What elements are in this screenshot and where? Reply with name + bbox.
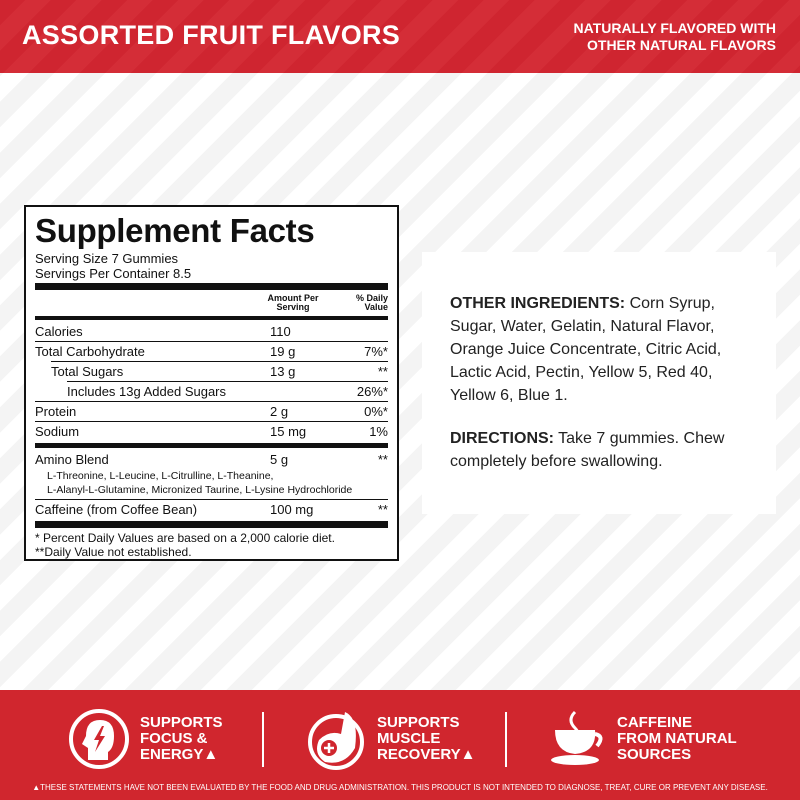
row-name: Protein (35, 404, 77, 419)
info-panel: OTHER INGREDIENTS: Corn Syrup, Sugar, Wa… (422, 252, 776, 514)
directions: DIRECTIONS: Take 7 gummies. Chew complet… (450, 427, 748, 473)
supplement-facts-panel: Supplement Facts Serving Size 7 Gummies … (24, 205, 399, 561)
dv-header: % Daily Value (355, 293, 388, 312)
directions-text: Take 7 gummies. Chew completely before s… (450, 430, 725, 470)
header-banner: ASSORTED FRUIT FLAVORS NATURALLY FLAVORE… (0, 0, 800, 73)
row-amount: 5 g (270, 452, 289, 467)
amount-header: Amount Per Serving (267, 293, 319, 312)
row-name: Calories (35, 324, 83, 339)
row-amount: 15 mg (270, 424, 307, 439)
fda-disclaimer: ▲THESE STATEMENTS HAVE NOT BEEN EVALUATE… (32, 783, 768, 792)
table-row: Total Carbohydrate 19 g 7%* (35, 341, 388, 361)
row-dv: 7%* (364, 344, 388, 359)
row-amount: 100 mg (270, 502, 314, 517)
table-row: Amino Blend 5 g ** (35, 450, 388, 469)
row-name: Total Sugars (51, 364, 124, 379)
row-amount: 19 g (270, 344, 296, 359)
row-dv: ** (377, 502, 388, 517)
other-ingredients: OTHER INGREDIENTS: Corn Syrup, Sugar, Wa… (450, 292, 748, 407)
row-dv (348, 322, 388, 341)
divider (35, 521, 388, 528)
divider (35, 443, 388, 448)
feature-text: Caffeine from Natural Sources (617, 714, 737, 763)
natural-line-2: OTHER NATURAL FLAVORS (587, 37, 776, 53)
natural-line-1: NATURALLY FLAVORED WITH (573, 20, 776, 36)
row-amount: 13 g (270, 364, 296, 379)
natural-flavor-note: NATURALLY FLAVORED WITH OTHER NATURAL FL… (574, 20, 776, 54)
row-amount: 110 (270, 324, 291, 339)
row-name: Amino Blend (35, 452, 109, 467)
row-name: Total Carbohydrate (35, 344, 145, 359)
table-row: Total Sugars 13 g ** (51, 361, 388, 381)
row-dv: ** (377, 364, 388, 379)
feature-focus-energy: Supports Focus & Energy▲ (68, 708, 223, 770)
supplement-facts-title: Supplement Facts (35, 212, 315, 249)
separator (262, 712, 264, 767)
feature-text: Supports Muscle Recovery▲ (377, 714, 476, 763)
row-name: Caffeine (from Coffee Bean) (35, 502, 198, 517)
row-dv: ** (377, 452, 388, 467)
ingredients-label: OTHER INGREDIENTS: (450, 295, 626, 312)
divider (35, 316, 388, 320)
row-dv: 26%* (356, 384, 388, 399)
row-amount: 2 g (270, 404, 289, 419)
divider (35, 283, 388, 290)
muscle-arm-icon (308, 712, 364, 770)
table-row: Sodium 15 mg 1% (35, 421, 388, 441)
table-row: Includes 13g Added Sugars 26%* (67, 381, 388, 401)
table-row: Calories 110 (35, 322, 388, 341)
feature-text: Supports Focus & Energy▲ (140, 714, 223, 763)
servings-per-container: Servings Per Container 8.5 (35, 266, 192, 281)
row-name: Includes 13g Added Sugars (67, 384, 227, 399)
separator (505, 712, 507, 767)
head-lightning-icon (69, 709, 129, 769)
ingredients-text: Corn Syrup, Sugar, Water, Gelatin, Natur… (450, 295, 722, 404)
amino-ingredients-1: L-Threonine, L-Leucine, L-Citrulline, L-… (47, 470, 274, 482)
column-headers: Amount Per Serving % Daily Value (35, 292, 388, 314)
amino-ingredients-2: L-Alanyl-L-Glutamine, Micronized Taurine… (47, 484, 353, 496)
coffee-cup-icon (551, 710, 603, 765)
directions-label: DIRECTIONS: (450, 430, 554, 447)
row-dv: 0%* (364, 404, 388, 419)
table-row: Protein 2 g 0%* (35, 401, 388, 421)
feature-natural-caffeine: Caffeine from Natural Sources (545, 708, 737, 770)
table-row: Caffeine (from Coffee Bean) 100 mg ** (35, 499, 388, 519)
footnote-dv: * Percent Daily Values are based on a 2,… (35, 531, 335, 545)
feature-muscle-recovery: Supports Muscle Recovery▲ (305, 708, 475, 770)
benefits-footer: Supports Focus & Energy▲ Supports Muscle Rec… (0, 690, 800, 800)
footnote-not-established: **Daily Value not established. (35, 545, 192, 559)
serving-size: Serving Size 7 Gummies (35, 251, 179, 266)
flavor-title: ASSORTED FRUIT FLAVORS (22, 20, 401, 50)
row-amount (270, 382, 348, 401)
row-dv: 1% (369, 424, 388, 439)
row-name: Sodium (35, 424, 80, 439)
